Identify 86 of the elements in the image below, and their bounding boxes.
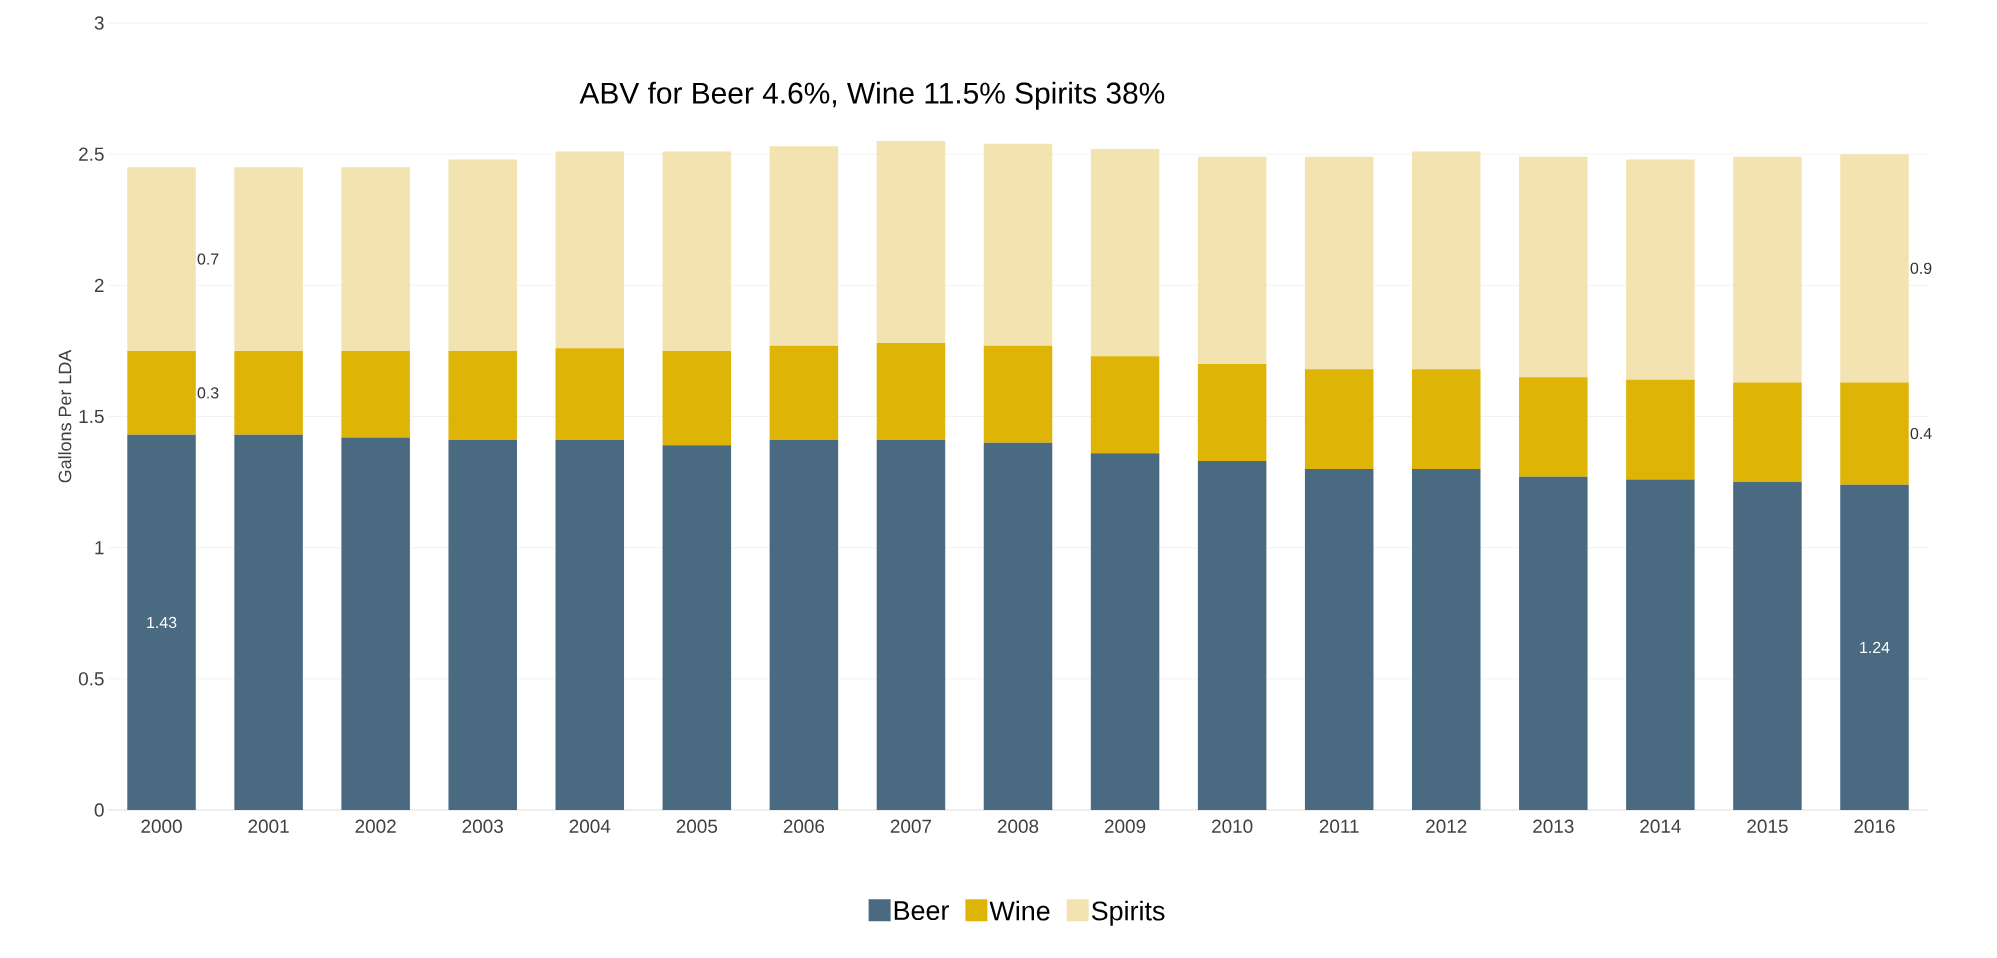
bar bbox=[1733, 382, 1802, 483]
bar bbox=[662, 151, 732, 351]
x-tick-label: 2011 bbox=[1319, 819, 1359, 833]
bar bbox=[983, 442, 1053, 810]
legend-label: Beer bbox=[894, 901, 949, 921]
bar bbox=[769, 146, 839, 346]
x-tick-label: 2003 bbox=[462, 819, 503, 833]
bar bbox=[876, 141, 946, 344]
bar bbox=[341, 167, 410, 351]
bar bbox=[662, 445, 732, 810]
x-tick-label: 2009 bbox=[1104, 819, 1146, 833]
bar bbox=[448, 350, 517, 441]
bar bbox=[1840, 484, 1909, 810]
x-tick-label: 2016 bbox=[1854, 819, 1895, 833]
y-tick-label: 2.5 bbox=[79, 147, 104, 161]
bar bbox=[1626, 159, 1695, 380]
x-tick-label: 2013 bbox=[1533, 819, 1574, 833]
x-tick-label: 2010 bbox=[1212, 819, 1253, 833]
x-tick-label: 2006 bbox=[783, 819, 825, 833]
bar bbox=[555, 151, 625, 349]
x-tick-label: 2001 bbox=[248, 819, 289, 833]
bar bbox=[1304, 369, 1374, 469]
y-tick-label: 3 bbox=[94, 16, 104, 30]
x-tick-label: 2015 bbox=[1747, 819, 1788, 833]
legend-label: Spirits bbox=[1091, 900, 1165, 926]
x-tick-label: 2014 bbox=[1640, 819, 1681, 833]
bar bbox=[983, 143, 1053, 346]
x-tick-label: 2000 bbox=[141, 819, 182, 833]
bar bbox=[1197, 461, 1267, 810]
bar bbox=[1304, 156, 1374, 370]
legend-label: Wine bbox=[989, 900, 1050, 921]
bar bbox=[662, 350, 732, 446]
bar bbox=[1626, 479, 1695, 810]
bar bbox=[769, 440, 839, 810]
bar bbox=[234, 167, 303, 351]
bar bbox=[555, 348, 625, 441]
bar bbox=[876, 440, 946, 810]
bar bbox=[127, 350, 196, 435]
bar bbox=[1519, 156, 1588, 378]
bar bbox=[1090, 356, 1160, 454]
bar bbox=[1733, 156, 1802, 383]
data-label: 0.4 bbox=[1910, 427, 1932, 440]
bar bbox=[448, 440, 517, 810]
x-tick-label: 2008 bbox=[997, 819, 1039, 833]
bar bbox=[234, 434, 303, 810]
y-tick-label: 2 bbox=[94, 278, 104, 292]
x-tick-label: 2002 bbox=[355, 819, 396, 833]
x-tick-label: 2007 bbox=[890, 819, 932, 833]
bar bbox=[1519, 476, 1588, 810]
y-tick-label: 0.5 bbox=[78, 672, 104, 686]
bar bbox=[1519, 377, 1588, 477]
bar bbox=[555, 440, 625, 810]
bar bbox=[769, 345, 839, 441]
bar bbox=[1090, 148, 1160, 357]
bar bbox=[341, 350, 410, 438]
bar bbox=[234, 350, 303, 435]
data-label: 1.43 bbox=[147, 616, 177, 629]
data-label: 0.7 bbox=[197, 253, 219, 265]
y-tick-label: 1 bbox=[95, 541, 104, 555]
bar bbox=[1840, 154, 1909, 383]
bar bbox=[1840, 382, 1909, 485]
bar bbox=[1411, 151, 1481, 370]
bar bbox=[1411, 468, 1481, 810]
bar bbox=[448, 159, 517, 351]
bar bbox=[1626, 379, 1695, 480]
data-label: 1.24 bbox=[1860, 641, 1890, 653]
bar bbox=[1197, 156, 1267, 365]
bar bbox=[983, 345, 1053, 443]
y-tick-label: 1.5 bbox=[79, 409, 104, 424]
x-tick-label: 2004 bbox=[569, 819, 611, 833]
bar bbox=[1197, 364, 1267, 462]
bar bbox=[127, 434, 196, 810]
bar bbox=[1411, 369, 1481, 469]
data-label: 0.9 bbox=[1910, 262, 1932, 274]
y-axis-title: Gallons Per LDA bbox=[58, 349, 72, 483]
x-tick-label: 2005 bbox=[676, 819, 718, 833]
x-tick-label: 2012 bbox=[1426, 819, 1467, 833]
bar bbox=[341, 437, 410, 810]
y-tick-label: 0 bbox=[94, 803, 104, 817]
bar bbox=[127, 167, 196, 351]
bar bbox=[1304, 468, 1374, 810]
text: ABV for Beer 4.6%, Wine 11.5% Spirits 38% bbox=[579, 81, 1165, 110]
bar bbox=[1733, 482, 1802, 810]
bar bbox=[876, 343, 946, 441]
bar bbox=[1090, 453, 1160, 810]
data-label: 0.3 bbox=[197, 387, 219, 399]
